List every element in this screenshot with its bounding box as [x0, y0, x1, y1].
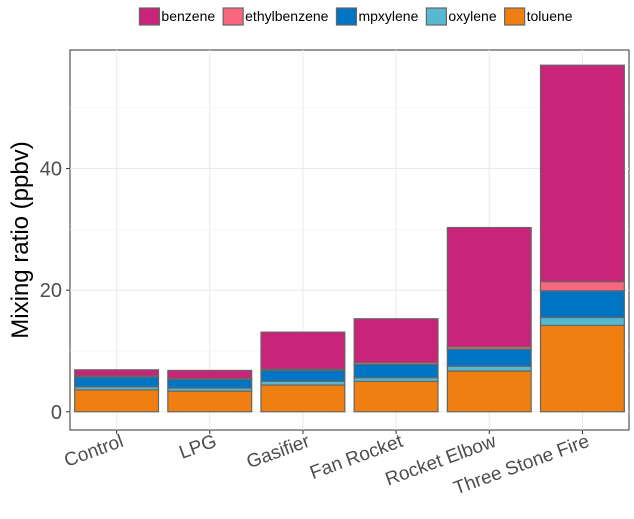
bar-segment-benzene — [539, 64, 625, 283]
legend-label-oxylene: oxylene — [448, 8, 496, 24]
bar-segment-toluene — [353, 380, 439, 413]
bar-segment-benzene — [353, 318, 439, 364]
y-tick-label: 20 — [40, 280, 62, 302]
bar-segment-benzene — [446, 226, 532, 348]
legend-key-mpxylene — [335, 7, 358, 26]
bar-segment-ethylbenzene — [539, 281, 625, 292]
legend-label-ethylbenzene: ethylbenzene — [245, 8, 329, 24]
legend-key-toluene — [504, 7, 526, 26]
grid-lines — [70, 50, 629, 430]
bar-segment-mpxylene — [539, 290, 625, 319]
bars — [74, 64, 625, 413]
bar-segment-mpxylene — [353, 363, 439, 379]
legend-label-mpxylene: mpxylene — [358, 8, 418, 24]
x-tick-label: Gasifier — [244, 431, 313, 473]
plot-panel — [69, 49, 630, 431]
legend-key-benzene — [138, 7, 161, 26]
bar-segment-benzene — [260, 331, 346, 370]
legend-key-oxylene — [425, 7, 447, 26]
bar-segment-mpxylene — [260, 369, 346, 382]
y-axis: 0 20 40 — [40, 159, 70, 424]
bar-segment-mpxylene — [167, 378, 253, 389]
bar-segment-toluene — [260, 384, 346, 413]
bar-segment-benzene — [167, 369, 253, 379]
bar-segment-toluene — [446, 370, 532, 413]
x-tick-label: LPG — [177, 431, 220, 464]
bar-segment-benzene — [74, 369, 160, 377]
bar-segment-oxylene — [539, 316, 625, 327]
bar-segment-toluene — [539, 324, 625, 413]
x-tick-label: Control — [62, 431, 127, 472]
legend-label-toluene: toluene — [527, 8, 573, 24]
bar-segment-toluene — [74, 389, 160, 413]
y-tick-label: 40 — [40, 159, 62, 181]
bar-segment-toluene — [167, 390, 253, 413]
legend: benzene ethylbenzene mpxylene oxylene toluen… — [138, 7, 573, 26]
bar-segment-oxylene — [446, 365, 532, 372]
bar-segment-mpxylene — [74, 376, 160, 388]
y-tick-label: 0 — [51, 402, 62, 424]
legend-label-benzene: benzene — [161, 8, 215, 24]
y-axis-label: Mixing ratio (ppbv) — [7, 141, 34, 338]
bar-segment-mpxylene — [446, 348, 532, 367]
legend-key-ethylbenzene — [222, 7, 244, 26]
